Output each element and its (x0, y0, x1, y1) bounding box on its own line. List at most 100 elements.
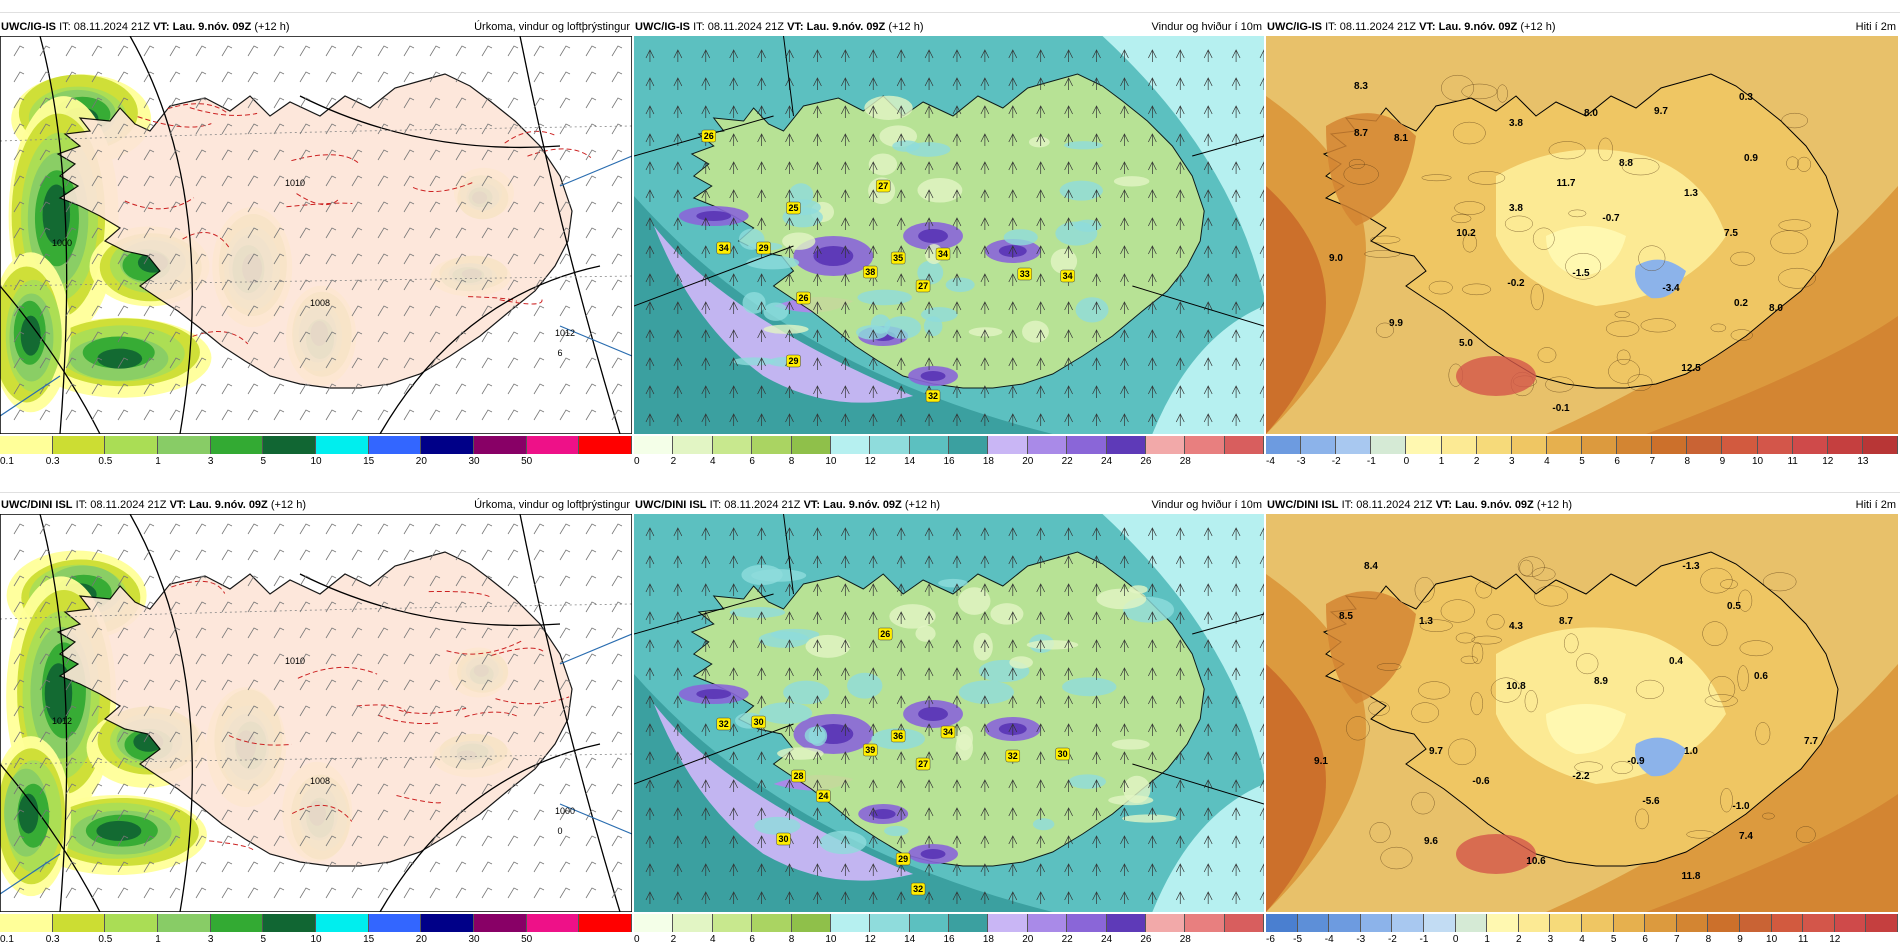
panel-title: Hiti í 2m (1855, 21, 1896, 33)
colorbar-tick: 0.5 (98, 934, 113, 945)
svg-text:29: 29 (759, 243, 769, 253)
map-precip: 1010 1000 1012 1008 6 (0, 36, 632, 434)
svg-text:24: 24 (818, 791, 828, 801)
svg-text:30: 30 (1058, 749, 1068, 759)
temp-label: 1.3 (1684, 188, 1698, 199)
temp-label: 8.3 (1354, 81, 1368, 92)
colorbar-swatch (673, 436, 713, 454)
colorbar-tick: 22 (1061, 456, 1073, 467)
colorbar-swatch (526, 436, 580, 454)
colorbar-tick: 10 (1766, 934, 1778, 945)
colorbar-tick: 50 (521, 934, 533, 945)
colorbar-tick: 0 (634, 456, 640, 467)
temp-label: -0.7 (1602, 213, 1620, 224)
colorbar-tick: 16 (943, 934, 955, 945)
colorbar-swatch (1582, 436, 1618, 454)
gust-label: 38 (863, 265, 878, 279)
colorbar-tick: 2 (1473, 456, 1480, 467)
colorbar-tick: 0 (1452, 934, 1459, 945)
colorbar-tick: 4 (709, 456, 716, 467)
gust-label: 27 (875, 179, 891, 193)
temp-label: 0.4 (1669, 656, 1683, 667)
temp-label: 9.7 (1429, 746, 1443, 757)
colorbar-swatch (1645, 914, 1677, 932)
colorbar-swatch (1550, 914, 1582, 932)
svg-text:34: 34 (1063, 271, 1073, 281)
temp-label: 10.6 (1526, 856, 1546, 867)
colorbar-tick: 15 (363, 456, 375, 467)
colorbar-tick: 50 (521, 456, 533, 467)
colorbar (0, 436, 632, 454)
map-wind: 26 32 30 36 34 39 27 32 30 28 24 30 29 32 (634, 514, 1264, 912)
run-it: 08.11.2024 21Z (724, 499, 801, 511)
colorbar-swatch (1027, 436, 1068, 454)
colorbar-swatch (949, 914, 989, 932)
gust-label: 32 (1005, 749, 1021, 763)
colorbar-tick: 8 (1684, 456, 1691, 467)
colorbar-swatch (1266, 914, 1298, 932)
temp-label: 3.8 (1509, 203, 1523, 214)
colorbar-tick: 6 (749, 456, 755, 467)
gust-label: 30 (776, 832, 791, 846)
colorbar-tick: 10 (310, 456, 322, 467)
svg-text:38: 38 (865, 267, 875, 277)
colorbar-swatch (673, 914, 713, 932)
gust-label: 36 (890, 729, 906, 743)
temp-label: 7.7 (1804, 736, 1818, 747)
run-lead: (+12 h) (270, 499, 307, 511)
run-it-label: IT: (1325, 21, 1337, 33)
colorbar-swatch (52, 914, 106, 932)
temp-label: 0.5 (1727, 601, 1741, 612)
temp-label: -5.6 (1642, 796, 1660, 807)
temp-label: 8.7 (1559, 616, 1573, 627)
colorbar-swatch (210, 914, 264, 932)
colorbar-tick: 12 (864, 934, 876, 945)
colorbar-swatch (263, 914, 316, 932)
svg-text:32: 32 (1008, 751, 1018, 761)
temp-label: 1.0 (1684, 746, 1698, 757)
colorbar-tick: 18 (982, 934, 994, 945)
temp-label: 0.9 (1744, 153, 1758, 164)
colorbar-tick: 9 (1719, 456, 1726, 467)
colorbar-swatch (421, 914, 474, 932)
run-vt: Lau. 9.nóv. 09Z (1455, 499, 1534, 511)
isobar-label: 6 (557, 348, 562, 358)
panel-r1c2: UWC/IG-IS IT: 08.11.2024 21Z VT: Lau. 9.… (634, 20, 1264, 472)
gust-label: 34 (935, 247, 951, 261)
colorbar-swatch (791, 914, 831, 932)
colorbar-swatch (1392, 914, 1424, 932)
run-lead: (+12 h) (888, 21, 924, 33)
colorbar-swatch (712, 436, 753, 454)
temp-label: 9.9 (1389, 318, 1403, 329)
temp-label: 10.8 (1506, 681, 1526, 692)
run-vt-label: VT: (803, 499, 821, 511)
colorbar-tick: 9 (1737, 934, 1743, 945)
temp-label: 7.5 (1724, 228, 1738, 239)
colorbar-ticks: -4 -3 -2 -1 0 1 2 3 4 5 6 7 8 9 10 11 12 13 (1266, 456, 1898, 470)
map-temp: 8.3 8.7 8.1 3.8 8.0 9.7 0.3 11.7 8.8 0.9 3.8 1.3 10.… (1266, 36, 1898, 434)
temp-label: -0.9 (1627, 756, 1645, 767)
colorbar-swatch (1676, 914, 1709, 932)
colorbar-swatch (105, 914, 158, 932)
colorbar-swatch (158, 436, 211, 454)
colorbar-tick: 3 (1547, 934, 1554, 945)
run-vt: Lau. 9.nóv. 09Z (806, 21, 886, 33)
temp-label: 3.8 (1509, 118, 1523, 129)
run-vt-label: VT: (1419, 21, 1436, 33)
colorbar-tick: 1 (155, 456, 161, 467)
colorbar-tick: 12 (864, 456, 876, 467)
colorbar-tick: 0.3 (45, 934, 60, 945)
isobar-label: 1000 (555, 806, 575, 816)
colorbar-tick: 3 (1508, 456, 1515, 467)
svg-text:39: 39 (865, 745, 875, 755)
colorbar-swatch (1862, 436, 1898, 454)
temp-label: -0.1 (1552, 403, 1570, 414)
colorbar-swatch (52, 436, 106, 454)
run-model: UWC/IG-IS (1267, 21, 1322, 33)
gust-label: 29 (786, 354, 801, 368)
map-svg: 26 32 30 36 34 39 27 32 30 28 24 30 29 32 (634, 514, 1264, 912)
colorbar-swatch (1582, 914, 1614, 932)
temp-label: 4.3 (1509, 621, 1523, 632)
temp-label: 5.0 (1459, 338, 1473, 349)
colorbar-tick: 30 (468, 934, 480, 945)
